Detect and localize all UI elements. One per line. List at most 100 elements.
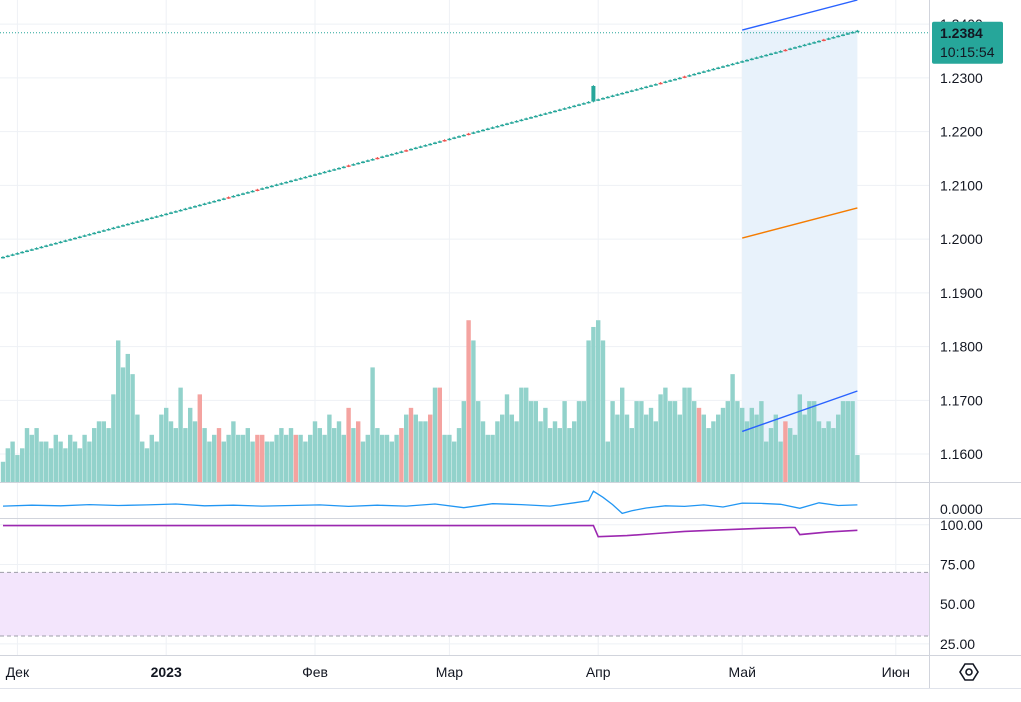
candle — [543, 113, 548, 115]
volume-bar — [101, 421, 106, 482]
candle — [433, 142, 437, 144]
candle — [423, 145, 428, 147]
price-candles — [1, 29, 860, 259]
volume-bar — [456, 428, 462, 482]
rsi-tick-label: 25.00 — [940, 636, 975, 652]
volume-bar — [586, 340, 591, 482]
candle — [697, 72, 701, 75]
candle — [255, 189, 260, 191]
candle — [404, 150, 409, 152]
candle — [461, 134, 466, 137]
volume-bar — [111, 394, 116, 482]
volume-bar — [284, 434, 289, 482]
volume-bar — [480, 421, 486, 482]
candle — [154, 216, 159, 218]
candle — [149, 217, 154, 219]
candle — [615, 94, 620, 96]
candle — [596, 99, 601, 101]
volume-bar — [72, 441, 78, 482]
candle — [682, 76, 687, 78]
volume-bar — [346, 407, 351, 482]
candle — [63, 240, 68, 242]
volume-bar — [245, 428, 250, 482]
candle — [197, 204, 202, 207]
trend-lines[interactable] — [741, 0, 858, 433]
candle — [634, 89, 639, 91]
candle — [245, 192, 250, 194]
candle — [797, 45, 802, 48]
volume-bar — [538, 421, 543, 482]
candle — [610, 95, 615, 97]
volume-bar — [557, 428, 562, 482]
candle — [802, 44, 807, 47]
volume-bar — [692, 401, 697, 482]
volume-bar — [701, 414, 706, 482]
volume-bar — [807, 401, 812, 482]
volume-bar — [629, 428, 634, 482]
candle — [581, 103, 586, 105]
chart-settings-button[interactable] — [955, 660, 983, 684]
volume-bar — [706, 428, 711, 482]
volume-bar — [802, 414, 807, 482]
volume-bar — [63, 448, 68, 482]
oscillator-axis[interactable]: 0.0000 — [940, 501, 983, 517]
volume-bar — [552, 421, 558, 482]
price-tick-label: 1.1800 — [940, 339, 983, 355]
candle — [346, 165, 351, 167]
volume-bar — [250, 441, 255, 482]
candle — [749, 58, 754, 61]
last-price-countdown: 10:15:54 — [940, 44, 995, 60]
volume-bar — [24, 428, 30, 482]
candle — [836, 35, 841, 38]
price-axis[interactable]: 1.24001.23001.22001.21001.20001.19001.18… — [940, 16, 983, 462]
volume-bar — [821, 428, 826, 482]
volume-bar — [610, 401, 615, 482]
candle — [293, 179, 298, 181]
volume-bar — [519, 387, 524, 482]
volume-bar — [404, 414, 409, 482]
volume-bar — [850, 401, 855, 482]
candle — [730, 63, 735, 66]
candle — [567, 106, 572, 109]
candle — [169, 212, 173, 214]
volume-bar — [168, 421, 174, 482]
candle — [711, 68, 716, 71]
volume-bar — [668, 401, 673, 482]
volume-bar — [226, 434, 231, 482]
candle — [817, 40, 821, 43]
candle — [308, 175, 313, 178]
volume-bar — [173, 428, 178, 482]
candle — [519, 119, 524, 122]
volume-bar — [792, 434, 798, 482]
volume-bar — [418, 421, 423, 482]
volume-bar — [58, 441, 63, 482]
candle — [341, 166, 346, 169]
candle — [428, 143, 433, 146]
rsi-line — [3, 524, 858, 538]
candle — [653, 84, 658, 86]
candle — [413, 147, 418, 150]
candle — [476, 131, 481, 133]
volume-bar — [677, 414, 682, 482]
volume-bar — [274, 434, 279, 482]
volume-bar — [476, 401, 481, 482]
volume-bar — [5, 448, 10, 482]
rsi-axis[interactable]: 100.00 75.00 50.00 25.00 — [940, 517, 983, 652]
volume-bar — [461, 401, 466, 482]
volume-bar — [116, 340, 121, 482]
candle — [644, 86, 649, 89]
volume-bar — [365, 434, 370, 482]
volume-bar — [620, 387, 625, 482]
time-tick-label: Май — [728, 664, 755, 680]
volume-bar — [140, 441, 145, 482]
volume-bar — [236, 434, 241, 482]
price-tick-label: 1.2100 — [940, 177, 983, 193]
volume-bar — [432, 387, 438, 482]
candle — [236, 194, 241, 197]
volume-bar — [351, 428, 356, 482]
time-axis[interactable]: Дек 2023 Фев Мар Апр Май Июн — [6, 664, 910, 680]
candle — [538, 114, 543, 117]
candle — [591, 85, 596, 102]
